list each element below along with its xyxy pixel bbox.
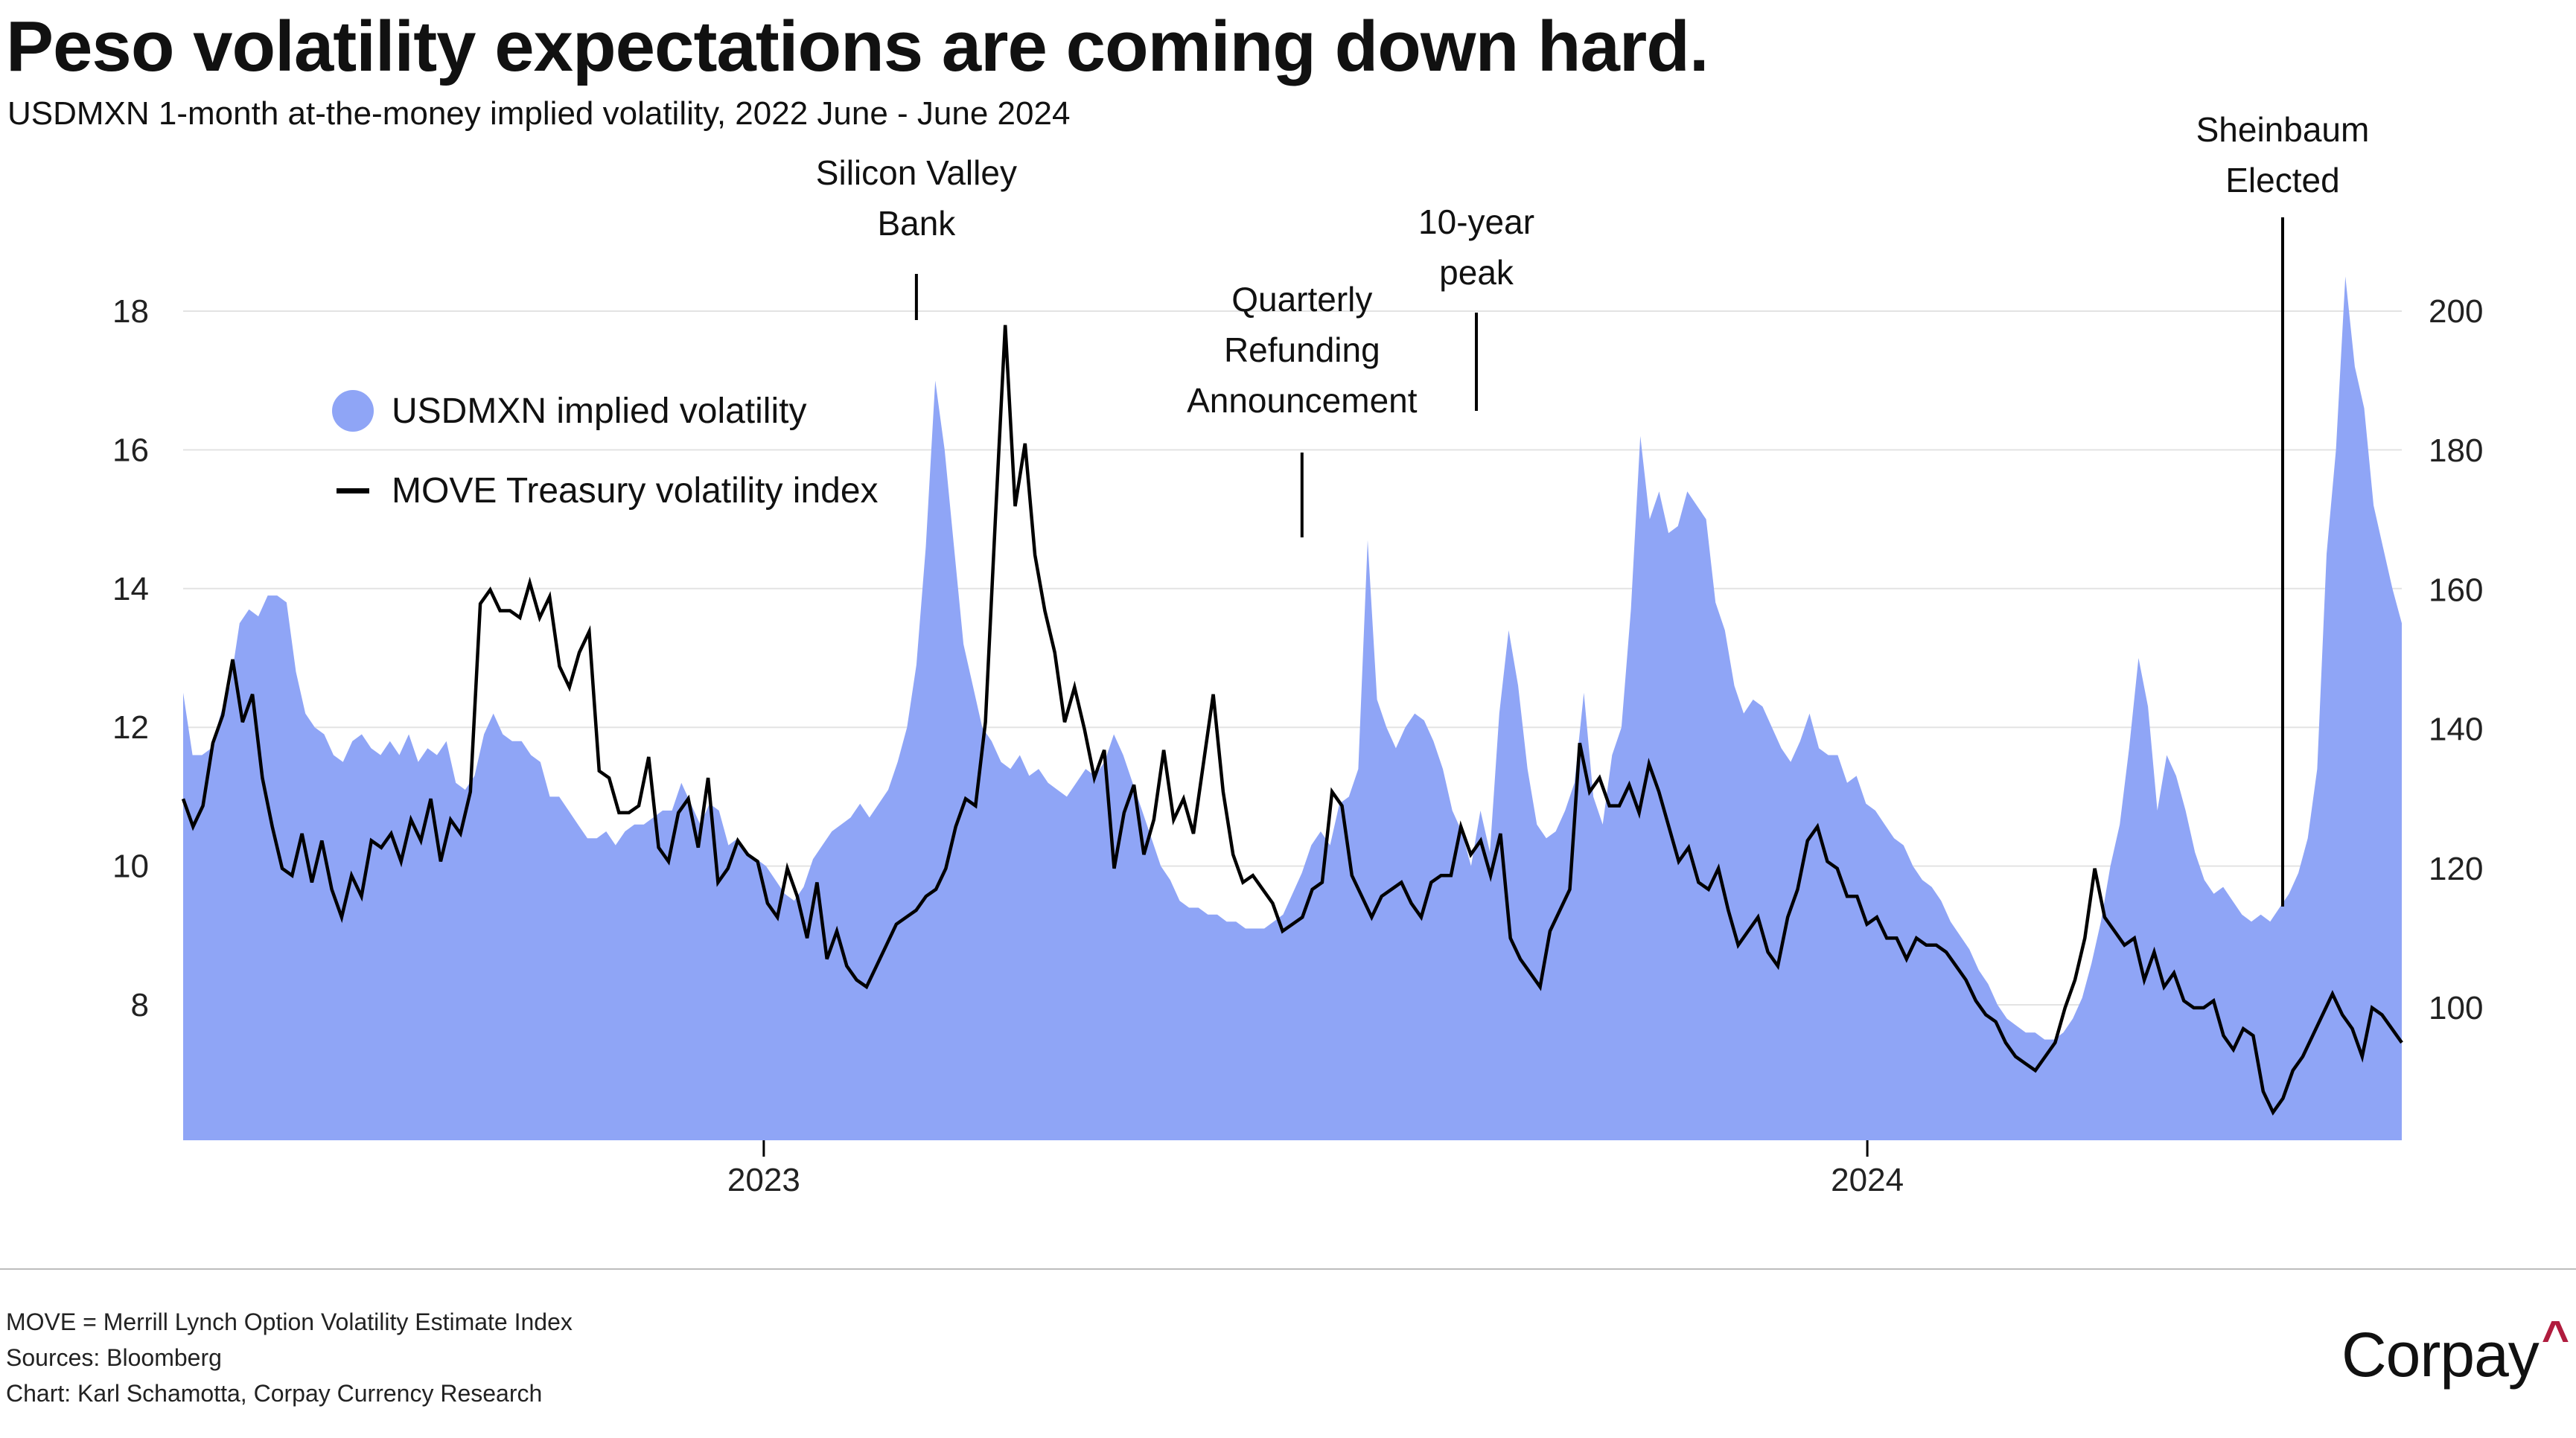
annotation-label: Bank — [877, 204, 956, 243]
footer-note: MOVE = Merrill Lynch Option Volatility E… — [6, 1308, 573, 1335]
annotation-label: Quarterly — [1231, 280, 1372, 319]
legend-swatch-area — [332, 390, 374, 432]
y-left-tick-label: 10 — [112, 849, 149, 885]
y-left-tick-label: 8 — [131, 987, 149, 1023]
legend: USDMXN implied volatility MOVE Treasury … — [332, 390, 879, 511]
x-tick-label: 2024 — [1831, 1162, 1904, 1198]
y-right-tick-label: 180 — [2429, 432, 2483, 469]
usdmxn-area — [183, 276, 2402, 1140]
y-axis-right: 100 120 140 160 180 200 — [2429, 293, 2483, 1026]
annotation-label: Silicon Valley — [816, 153, 1017, 192]
y-left-tick-label: 12 — [112, 709, 149, 746]
annotation-label: Announcement — [1187, 381, 1418, 420]
annotation-label: 10-year — [1418, 202, 1534, 241]
logo-caret-icon: ^ — [2541, 1311, 2569, 1364]
corpay-logo: Corpay^ — [2341, 1311, 2569, 1391]
legend-label-line: MOVE Treasury volatility index — [392, 471, 879, 511]
y-right-tick-label: 100 — [2429, 990, 2483, 1026]
y-left-tick-label: 14 — [112, 571, 149, 607]
annotation-label: peak — [1439, 253, 1514, 292]
y-right-tick-label: 200 — [2429, 293, 2483, 330]
chart-svg: Silicon Valley Bank Quarterly Refunding Anno… — [112, 110, 2483, 1198]
logo-text: Corpay — [2341, 1320, 2540, 1390]
y-right-tick-label: 120 — [2429, 851, 2483, 887]
subtitle-range: 2022 June - June 2024 — [735, 95, 1071, 132]
chart-subtitle: USDMXN 1-month at-the-money implied vola… — [7, 95, 1070, 132]
move-line — [181, 325, 2403, 1116]
x-tick-label: 2023 — [727, 1162, 800, 1198]
annotation-label: Sheinbaum — [2196, 110, 2370, 149]
footer: MOVE = Merrill Lynch Option Volatility E… — [6, 1304, 573, 1411]
y-right-tick-label: 140 — [2429, 712, 2483, 748]
y-left-tick-label: 16 — [112, 432, 149, 468]
y-left-tick-label: 18 — [112, 293, 149, 330]
y-right-tick-label: 160 — [2429, 572, 2483, 608]
footer-divider — [0, 1268, 2576, 1270]
footer-credit: Chart: Karl Schamotta, Corpay Currency R… — [6, 1380, 543, 1407]
legend-label-area: USDMXN implied volatility — [392, 392, 806, 431]
annotations: Silicon Valley Bank Quarterly Refunding Anno… — [816, 110, 2370, 907]
footer-sources: Sources: Bloomberg — [6, 1344, 222, 1371]
area-series-layer — [183, 276, 2402, 1140]
subtitle-main: USDMXN 1-month at-the-money implied vola… — [7, 95, 727, 132]
annotation-label: Elected — [2225, 161, 2339, 199]
annotation-label: Refunding — [1224, 330, 1380, 369]
chart-title: Peso volatility expectations are coming … — [6, 7, 1709, 86]
y-axis-left: 8 10 12 14 16 18 — [112, 293, 149, 1023]
line-series-layer — [181, 325, 2403, 1116]
x-axis: 2023 2024 — [727, 1140, 1904, 1198]
legend-swatch-line — [337, 488, 369, 493]
